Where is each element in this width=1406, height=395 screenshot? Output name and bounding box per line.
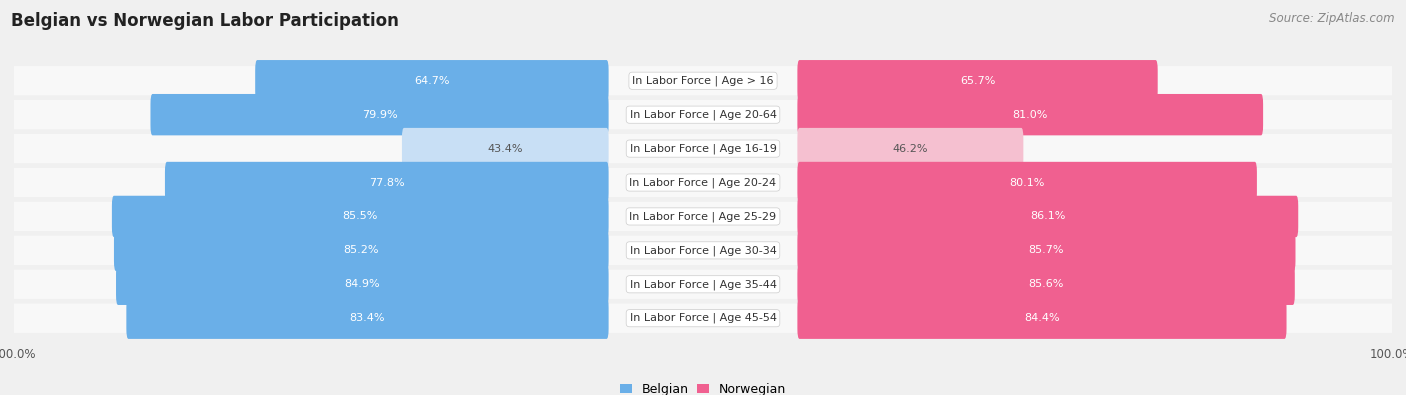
Text: 85.7%: 85.7% [1029,245,1064,255]
FancyBboxPatch shape [7,66,1399,95]
FancyBboxPatch shape [797,229,1295,271]
FancyBboxPatch shape [797,60,1157,102]
FancyBboxPatch shape [127,297,609,339]
FancyBboxPatch shape [7,270,1399,299]
FancyBboxPatch shape [112,196,609,237]
FancyBboxPatch shape [150,94,609,135]
Text: 85.5%: 85.5% [343,211,378,222]
Text: 43.4%: 43.4% [488,144,523,154]
Text: Source: ZipAtlas.com: Source: ZipAtlas.com [1270,12,1395,25]
Text: In Labor Force | Age 45-54: In Labor Force | Age 45-54 [630,313,776,324]
Text: 81.0%: 81.0% [1012,110,1047,120]
Text: 79.9%: 79.9% [361,110,398,120]
Text: 80.1%: 80.1% [1010,177,1045,188]
FancyBboxPatch shape [165,162,609,203]
FancyBboxPatch shape [797,297,1286,339]
Text: In Labor Force | Age > 16: In Labor Force | Age > 16 [633,75,773,86]
Text: 83.4%: 83.4% [350,313,385,323]
Text: 84.4%: 84.4% [1024,313,1060,323]
FancyBboxPatch shape [7,168,1399,197]
Text: In Labor Force | Age 30-34: In Labor Force | Age 30-34 [630,245,776,256]
FancyBboxPatch shape [797,263,1295,305]
FancyBboxPatch shape [7,202,1399,231]
Text: In Labor Force | Age 25-29: In Labor Force | Age 25-29 [630,211,776,222]
Text: 86.1%: 86.1% [1031,211,1066,222]
Text: 85.6%: 85.6% [1028,279,1064,289]
FancyBboxPatch shape [7,134,1399,163]
FancyBboxPatch shape [117,263,609,305]
Text: 77.8%: 77.8% [368,177,405,188]
FancyBboxPatch shape [797,94,1263,135]
FancyBboxPatch shape [7,304,1399,333]
FancyBboxPatch shape [114,229,609,271]
FancyBboxPatch shape [797,162,1257,203]
Text: In Labor Force | Age 20-64: In Labor Force | Age 20-64 [630,109,776,120]
FancyBboxPatch shape [254,60,609,102]
FancyBboxPatch shape [797,128,1024,169]
FancyBboxPatch shape [7,100,1399,129]
Text: Belgian vs Norwegian Labor Participation: Belgian vs Norwegian Labor Participation [11,12,399,30]
Text: 65.7%: 65.7% [960,76,995,86]
FancyBboxPatch shape [797,196,1298,237]
Text: 84.9%: 84.9% [344,279,380,289]
Text: In Labor Force | Age 20-24: In Labor Force | Age 20-24 [630,177,776,188]
Text: In Labor Force | Age 16-19: In Labor Force | Age 16-19 [630,143,776,154]
Text: In Labor Force | Age 35-44: In Labor Force | Age 35-44 [630,279,776,290]
FancyBboxPatch shape [402,128,609,169]
Text: 64.7%: 64.7% [415,76,450,86]
FancyBboxPatch shape [7,236,1399,265]
Legend: Belgian, Norwegian: Belgian, Norwegian [614,378,792,395]
Text: 85.2%: 85.2% [343,245,380,255]
Text: 46.2%: 46.2% [893,144,928,154]
